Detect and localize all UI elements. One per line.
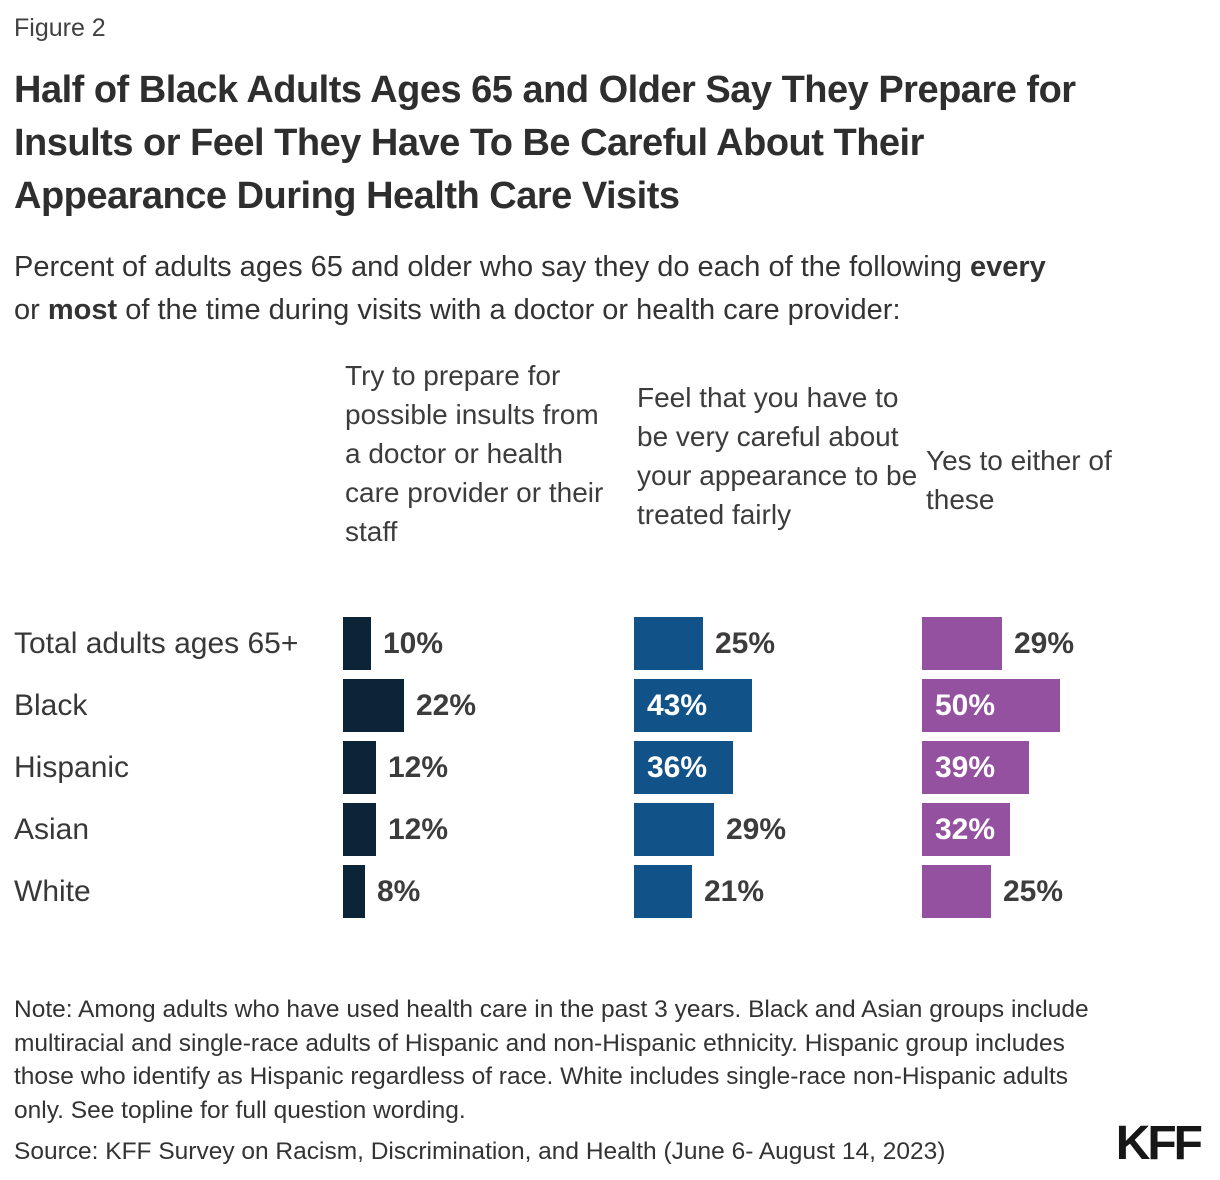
title-line-1: Half of Black Adults Ages 65 and Older S… (14, 69, 1076, 111)
chart-row: Hispanic 12% 36% 39% (0, 741, 1220, 794)
value-label: 25% (1003, 875, 1064, 908)
note-text: Note: Among adults who have used health … (14, 996, 1089, 1124)
value-label: 21% (704, 875, 765, 908)
bar (922, 617, 1002, 670)
bar (634, 803, 714, 856)
figure-label: Figure 2 (14, 14, 106, 42)
bar (634, 617, 703, 670)
bar (634, 865, 692, 918)
value-label: 8% (377, 875, 421, 908)
bar (343, 679, 404, 732)
bar (343, 617, 371, 670)
value-label: 10% (383, 627, 444, 660)
category-label: Total adults ages 65+ (14, 627, 299, 660)
chart-row: White 8% 21% 25% (0, 865, 1220, 918)
value-label: 36% (647, 751, 708, 784)
subtitle-text: of the time during visits with a doctor … (117, 294, 901, 326)
chart-row: Black 22% 43% 50% (0, 679, 1220, 732)
value-label: 43% (647, 689, 708, 722)
column-header-prepare-insults: Try to prepare for possible insults from… (345, 360, 604, 547)
subtitle-line-2: or most of the time during visits with a… (14, 289, 1214, 332)
category-label: Black (14, 689, 88, 722)
bar (343, 865, 365, 918)
subtitle-text: or (14, 294, 48, 326)
bar (922, 741, 1029, 794)
column-header-careful-appearance: Feel that you have to be very careful ab… (637, 382, 918, 530)
subtitle: Percent of adults ages 65 and older who … (14, 246, 1214, 332)
column-header-yes-either: Yes to either of these (926, 445, 1112, 515)
value-label: 39% (935, 751, 996, 784)
bar (922, 679, 1060, 732)
bar (634, 679, 752, 732)
value-label: 12% (388, 751, 449, 784)
subtitle-text: Percent of adults ages 65 and older who … (14, 251, 971, 283)
chart-row: Total adults ages 65+ 10% 25% 29% (0, 617, 1220, 670)
bar (634, 741, 733, 794)
value-label: 25% (715, 627, 776, 660)
bar (922, 865, 991, 918)
category-label: Hispanic (14, 751, 130, 784)
chart-rows: Total adults ages 65+ 10% 25% 29% Black 22% 43… (0, 617, 1220, 932)
value-label: 29% (726, 813, 787, 846)
chart-row: Asian 12% 29% 32% (0, 803, 1220, 856)
kff-logo: KFF (1115, 1117, 1203, 1170)
subtitle-bold-most: most (47, 294, 118, 326)
bar (343, 741, 376, 794)
value-label: 12% (388, 813, 449, 846)
source-text: Source: KFF Survey on Racism, Discrimina… (14, 1138, 946, 1165)
bar (922, 803, 1010, 856)
value-label: 50% (935, 689, 996, 722)
page-title: Half of Black Adults Ages 65 and Older S… (14, 64, 1209, 223)
category-label: Asian (14, 813, 90, 846)
bar (343, 803, 376, 856)
value-label: 32% (935, 813, 996, 846)
subtitle-line-1: Percent of adults ages 65 and older who … (14, 246, 1214, 289)
title-line-2: Insults or Feel They Have To Be Careful … (14, 122, 924, 164)
category-label: White (14, 875, 91, 908)
value-label: 22% (416, 689, 477, 722)
value-label: 29% (1014, 627, 1075, 660)
subtitle-bold-every: every (970, 251, 1046, 283)
title-line-3: Appearance During Health Care Visits (14, 175, 680, 217)
